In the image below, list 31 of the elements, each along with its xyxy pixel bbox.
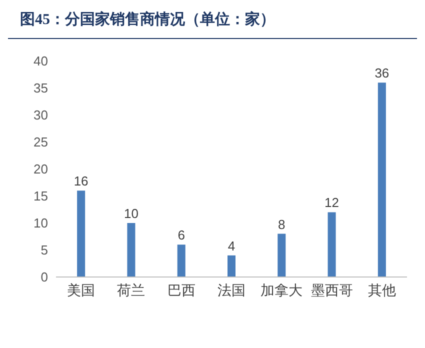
y-tick-label: 15 [34, 188, 48, 204]
y-tick-label: 0 [40, 270, 48, 285]
x-tick-label: 巴西 [167, 284, 196, 299]
y-tick-label: 25 [34, 134, 48, 150]
bar [328, 212, 336, 277]
bar [77, 190, 86, 277]
x-tick-label: 墨西哥 [310, 282, 353, 299]
data-label: 16 [74, 174, 88, 189]
bar [177, 244, 186, 277]
x-tick-label: 加拿大 [260, 282, 303, 299]
bar [278, 234, 286, 277]
y-tick-label: 5 [40, 242, 48, 258]
x-tick-label: 美国 [67, 282, 96, 299]
data-label: 12 [324, 195, 340, 210]
bar [227, 255, 236, 277]
x-tick-label: 其他 [368, 282, 396, 299]
x-tick-label: 荷兰 [117, 282, 146, 299]
y-tick-label: 40 [34, 54, 48, 69]
x-tick-label: 法国 [218, 282, 246, 299]
y-tick-label: 35 [34, 80, 48, 96]
data-label: 36 [374, 66, 390, 81]
bar [127, 223, 136, 277]
data-label: 8 [278, 216, 286, 232]
y-tick-label: 10 [34, 216, 48, 231]
bar [378, 82, 386, 277]
data-label: 6 [178, 228, 185, 243]
y-tick-label: 30 [34, 108, 48, 123]
chart-title: 图45：分国家销售商情况（单位：家） [8, 8, 417, 39]
data-label: 4 [228, 238, 236, 254]
data-label: 10 [124, 206, 138, 221]
y-tick-label: 20 [34, 162, 48, 177]
